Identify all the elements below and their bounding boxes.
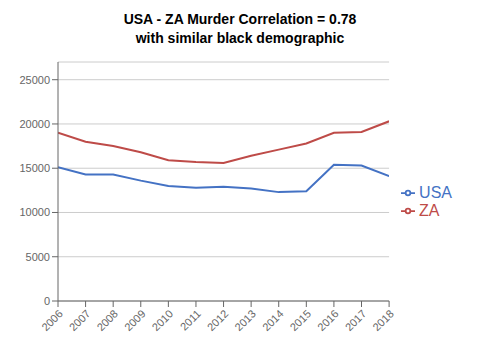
svg-text:2013: 2013 (232, 307, 258, 333)
svg-text:2016: 2016 (315, 307, 341, 333)
svg-text:2015: 2015 (287, 307, 313, 333)
svg-text:2011: 2011 (178, 307, 203, 332)
svg-text:5000: 5000 (26, 251, 50, 263)
svg-text:2012: 2012 (205, 307, 231, 333)
svg-text:2010: 2010 (150, 307, 176, 333)
svg-text:2018: 2018 (370, 307, 396, 333)
svg-text:15000: 15000 (19, 162, 50, 174)
svg-text:0: 0 (44, 295, 50, 307)
html-text:USA - ZA Murder Correlation =: USA - ZA Murder Correlation = 0.78 (123, 11, 357, 27)
svg-text:2009: 2009 (122, 307, 148, 333)
html-text:USA: USA (419, 183, 452, 201)
svg-text:10000: 10000 (19, 206, 50, 218)
svg-text:2006: 2006 (39, 307, 65, 333)
svg-text:2017: 2017 (343, 307, 369, 333)
svg-text:2014: 2014 (260, 307, 286, 333)
svg-text:20000: 20000 (19, 118, 50, 130)
html-text:ZA: ZA (419, 201, 440, 219)
svg-text:2008: 2008 (94, 307, 120, 333)
svg-text:2007: 2007 (67, 307, 93, 333)
html-text:with similar black demographic: with similar black demographic (135, 30, 345, 46)
svg-text:25000: 25000 (19, 74, 50, 86)
